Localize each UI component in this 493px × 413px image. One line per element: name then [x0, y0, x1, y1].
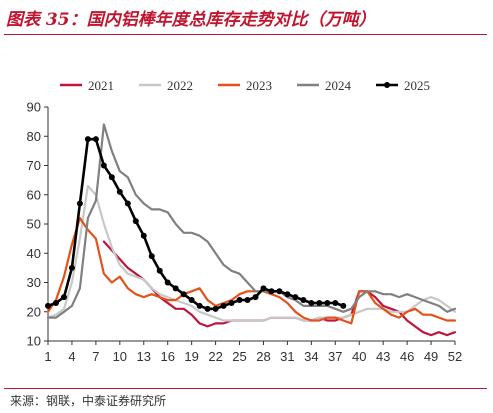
- x-tick-label: 46: [400, 349, 414, 364]
- series-2025-point: [172, 285, 179, 292]
- x-tick-label: 25: [232, 349, 246, 364]
- series-2025-point: [212, 305, 219, 312]
- series-2025-point: [300, 297, 307, 304]
- series-2025-point: [204, 305, 211, 312]
- series-2022: [46, 184, 457, 322]
- legend-label: 2021: [88, 78, 114, 93]
- series-2022-line: [46, 184, 457, 322]
- series-2025-point: [84, 136, 91, 143]
- x-tick-label: 34: [304, 349, 318, 364]
- series-2025-point: [45, 302, 51, 309]
- series-2025-point: [92, 136, 99, 143]
- title-divider: [4, 34, 487, 35]
- series-2025-point: [100, 162, 107, 169]
- series-2025-point: [268, 288, 275, 295]
- series-2024: [46, 123, 457, 319]
- x-tick-label: 13: [137, 349, 151, 364]
- series-2025-point: [244, 297, 251, 304]
- y-tick-label: 70: [27, 158, 41, 173]
- x-tick-label: 16: [160, 349, 174, 364]
- chart-axes: 10 20 30 40 50 60 70 80 90 1 4 7 10 13 16 19 22 25 28 31 34 3…: [27, 100, 463, 365]
- series-2025-point: [132, 218, 139, 225]
- figure-title: 图表 35：国内铝棒年度总库存走势对比（万吨）: [6, 10, 376, 30]
- series-2025-point: [76, 200, 83, 207]
- y-tick-label: 60: [27, 187, 41, 202]
- series-2025-point: [236, 297, 243, 304]
- chart-legend: 2021 2022 2023 2024 2025: [60, 78, 430, 93]
- series-2025-point: [124, 200, 131, 207]
- series-2025-point: [116, 188, 123, 195]
- series-2025-point: [68, 264, 75, 271]
- x-tick-label: 4: [68, 349, 75, 364]
- x-tick-label: 10: [113, 349, 127, 364]
- x-tick-label: 28: [256, 349, 270, 364]
- series-2024-line: [46, 123, 457, 319]
- series-2025-point: [140, 232, 147, 239]
- x-tick-label: 40: [352, 349, 366, 364]
- series-2025-line: [46, 137, 345, 311]
- x-tick-label: 1: [44, 349, 51, 364]
- legend-label: 2022: [167, 78, 193, 93]
- y-tick-label: 10: [27, 334, 41, 349]
- x-tick-label: 52: [448, 349, 462, 364]
- legend-item-2025: 2025: [376, 78, 430, 93]
- series-2025-point: [260, 285, 267, 292]
- series-2023-line: [46, 217, 457, 325]
- series-2025-point: [148, 253, 155, 260]
- y-tick-label: 90: [27, 100, 41, 115]
- series-2025-point: [180, 291, 187, 298]
- x-tick-label: 37: [328, 349, 342, 364]
- footer-divider: [4, 388, 487, 389]
- x-tick-label: 22: [208, 349, 222, 364]
- series-2025-point: [60, 294, 67, 301]
- series-2025-point: [164, 279, 171, 286]
- x-tick-label: 49: [424, 349, 438, 364]
- series-2025-point: [220, 302, 227, 309]
- line-chart: 2021 2022 2023 2024 2025 1020304050607080901…: [27, 78, 463, 365]
- series-2025-point: [308, 299, 315, 306]
- legend-item-2023: 2023: [218, 78, 272, 93]
- series-2025-point: [196, 302, 203, 309]
- y-tick-label: 20: [27, 304, 41, 319]
- y-tick-label: 30: [27, 275, 41, 290]
- legend-label: 2023: [246, 78, 272, 93]
- y-tick-label: 50: [27, 217, 41, 232]
- legend-item-2024: 2024: [297, 78, 352, 93]
- chart-series: [45, 123, 457, 337]
- series-2025-point: [284, 291, 291, 298]
- series-2025-point: [340, 302, 347, 309]
- series-2025-point: [188, 297, 195, 304]
- x-tick-label: 19: [184, 349, 198, 364]
- x-tick-label: 7: [92, 349, 99, 364]
- y-tick-label: 80: [27, 129, 41, 144]
- legend-label: 2024: [325, 78, 352, 93]
- source-note: 来源：钢联，中泰证券研究所: [10, 394, 167, 408]
- series-2025-point: [252, 294, 259, 301]
- series-2025-point: [52, 299, 59, 306]
- x-tick-label: 43: [376, 349, 390, 364]
- series-2025-point: [156, 267, 163, 274]
- series-2023: [46, 217, 457, 325]
- series-2025-point: [324, 299, 331, 306]
- series-2025-point: [108, 174, 115, 181]
- x-tick-label: 31: [280, 349, 294, 364]
- legend-item-2022: 2022: [139, 78, 193, 93]
- legend-item-2021: 2021: [60, 78, 114, 93]
- y-tick-label: 40: [27, 246, 41, 261]
- series-2025-point: [292, 294, 299, 301]
- legend-label: 2025: [404, 78, 430, 93]
- series-2025-point: [276, 288, 283, 295]
- legend-marker: [384, 82, 390, 88]
- series-2025-point: [228, 299, 235, 306]
- series-2025-point: [316, 299, 323, 306]
- series-2025: [45, 136, 347, 312]
- series-2025-point: [332, 299, 339, 306]
